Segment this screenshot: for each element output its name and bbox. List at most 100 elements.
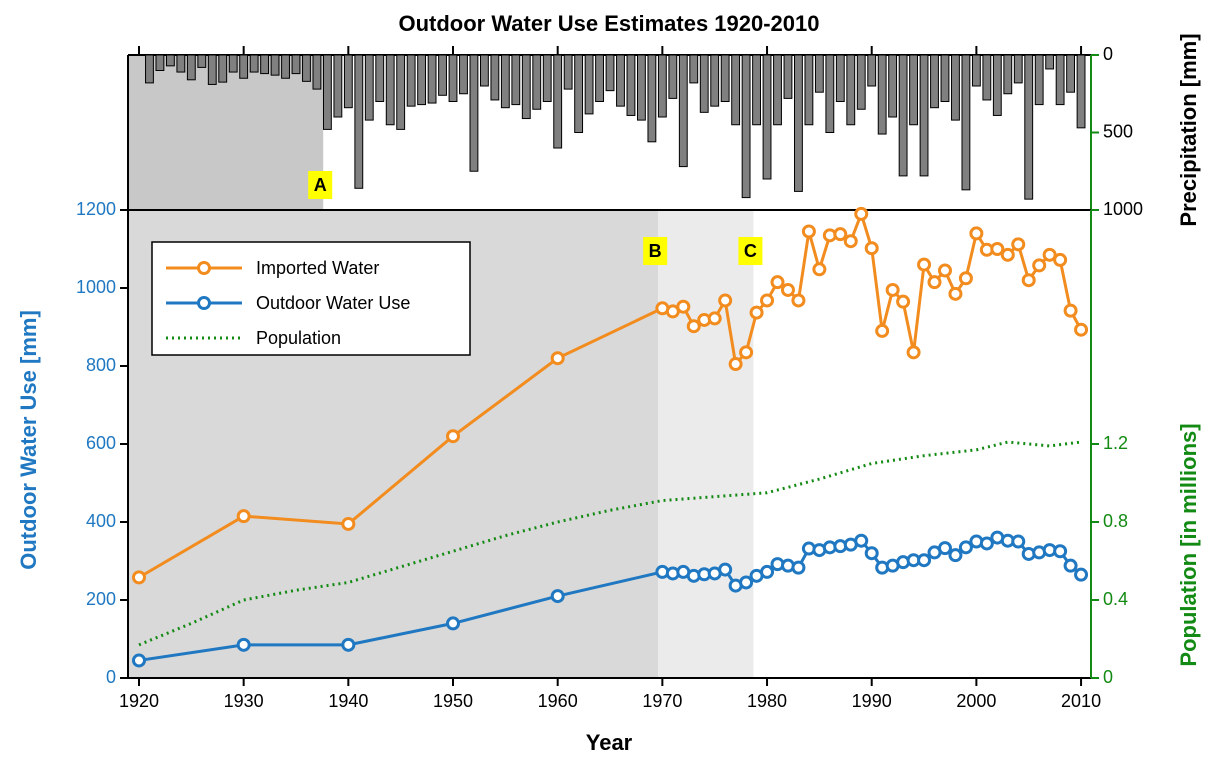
precip-bar bbox=[961, 54, 971, 191]
marker bbox=[446, 429, 461, 444]
precip-bar bbox=[1066, 54, 1076, 93]
precip-bar bbox=[228, 54, 238, 73]
marker bbox=[1021, 273, 1036, 288]
marker bbox=[801, 224, 816, 239]
y2-tick-label: 1.2 bbox=[1103, 433, 1128, 453]
precip-bar bbox=[521, 54, 531, 120]
marker bbox=[1063, 303, 1078, 318]
marker bbox=[791, 293, 806, 308]
marker bbox=[864, 241, 879, 256]
legend-marker bbox=[197, 261, 211, 275]
marker bbox=[1011, 237, 1026, 252]
marker bbox=[948, 286, 963, 301]
precip-bar bbox=[814, 54, 824, 93]
y2-tick-label: 0 bbox=[1103, 667, 1113, 687]
precip-bar bbox=[867, 54, 877, 87]
x-tick-label: 1980 bbox=[747, 691, 787, 711]
precip-bar bbox=[207, 54, 217, 85]
annotation-label: C bbox=[744, 241, 757, 261]
marker bbox=[676, 299, 691, 314]
precip-bar bbox=[270, 54, 280, 76]
marker bbox=[1074, 322, 1089, 337]
precip-bar bbox=[186, 54, 196, 81]
precip-bar bbox=[532, 54, 542, 110]
precip-bar bbox=[448, 54, 458, 102]
marker bbox=[979, 536, 994, 551]
precip-bar bbox=[490, 54, 500, 101]
precip-bar bbox=[302, 54, 311, 82]
precip-bar bbox=[637, 54, 646, 121]
marker bbox=[1063, 558, 1078, 573]
precip-bar bbox=[951, 54, 960, 121]
precip-bar bbox=[731, 54, 741, 126]
precip-bar bbox=[312, 54, 322, 90]
marker bbox=[833, 227, 848, 242]
marker bbox=[341, 516, 356, 531]
marker bbox=[760, 564, 775, 579]
legend-marker bbox=[197, 296, 211, 310]
marker bbox=[780, 282, 795, 297]
precip-bar bbox=[396, 54, 406, 130]
precip-bar bbox=[542, 54, 552, 102]
marker bbox=[917, 553, 932, 568]
marker bbox=[341, 637, 356, 652]
precip-bar bbox=[563, 54, 573, 90]
precip-bar bbox=[417, 54, 427, 106]
precip-bar bbox=[940, 54, 950, 102]
precip-bar bbox=[626, 54, 636, 116]
precip-bar bbox=[364, 54, 374, 121]
precip-bar bbox=[469, 54, 479, 172]
precip-bar bbox=[647, 54, 657, 143]
marker bbox=[739, 345, 754, 360]
precip-bar bbox=[595, 54, 604, 102]
y2-tick-label: 500 bbox=[1103, 121, 1133, 141]
marker bbox=[1074, 567, 1089, 582]
marker bbox=[749, 305, 764, 320]
precip-bar bbox=[762, 54, 772, 180]
x-tick-label: 1920 bbox=[119, 691, 159, 711]
precip-bar bbox=[898, 54, 908, 177]
y2-axis-title: Population [in millions] bbox=[1176, 423, 1201, 666]
precip-bar bbox=[846, 54, 856, 126]
legend-label: Population bbox=[256, 328, 341, 348]
annotation-box bbox=[643, 237, 668, 265]
annotation-label: B bbox=[649, 241, 662, 261]
marker bbox=[937, 263, 952, 278]
shade-layer bbox=[128, 55, 754, 678]
x-tick-label: 1990 bbox=[852, 691, 892, 711]
precip-bar bbox=[605, 54, 615, 92]
marker bbox=[1032, 258, 1047, 273]
precip-bar bbox=[783, 54, 793, 99]
precip-bar bbox=[343, 54, 353, 109]
precip-bar bbox=[511, 54, 521, 106]
precip-bar bbox=[720, 54, 730, 102]
precip-bar bbox=[553, 54, 563, 149]
y2-tick-label: 0 bbox=[1103, 44, 1113, 64]
x-tick-label: 2010 bbox=[1061, 691, 1101, 711]
precip-bar bbox=[459, 54, 468, 95]
marker bbox=[958, 540, 973, 555]
precip-bar bbox=[479, 54, 489, 87]
marker bbox=[906, 345, 921, 360]
precip-bar bbox=[1045, 54, 1055, 70]
precip-bar bbox=[794, 54, 803, 192]
marker bbox=[1042, 247, 1057, 262]
annotation-label: A bbox=[314, 175, 327, 195]
marker bbox=[770, 275, 785, 290]
marker bbox=[550, 351, 565, 366]
precip-bar bbox=[260, 54, 270, 75]
precip-bar bbox=[155, 54, 165, 71]
marker bbox=[707, 311, 722, 326]
shaded-period bbox=[658, 210, 754, 678]
precip-bar bbox=[375, 54, 385, 102]
text-layer: 0 500 1000 A 0 200 400 600 800 1000 1200 0 0.4 0.8 1.2… bbox=[76, 44, 1143, 711]
marker bbox=[854, 533, 869, 548]
marker bbox=[948, 548, 963, 563]
precip-bar bbox=[616, 54, 625, 107]
marker bbox=[958, 271, 973, 286]
precip-bar bbox=[1034, 54, 1044, 106]
marker bbox=[446, 616, 461, 631]
x-tick-label: 1960 bbox=[538, 691, 578, 711]
legend-label: Outdoor Water Use bbox=[256, 293, 410, 313]
